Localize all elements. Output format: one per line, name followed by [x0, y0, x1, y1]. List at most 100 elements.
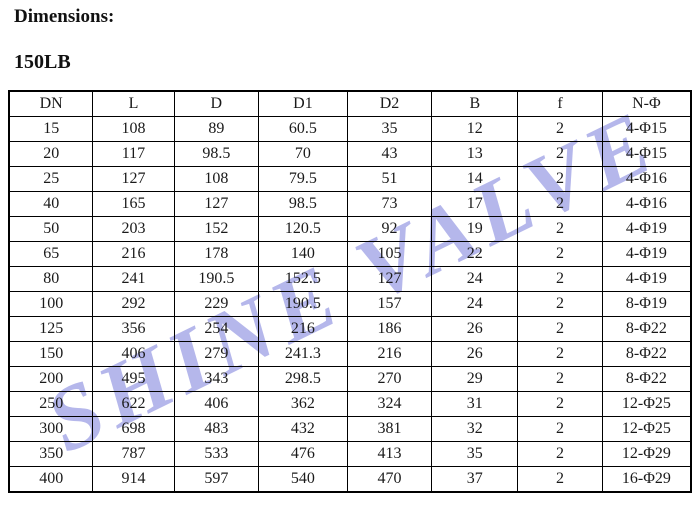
- page-title: Dimensions:: [14, 6, 115, 27]
- table-cell: 2: [517, 116, 603, 142]
- table-cell: 324: [346, 391, 433, 417]
- table-cell: 4-Φ16: [601, 166, 692, 192]
- table-cell: 89: [173, 116, 260, 142]
- table-cell: 79.5: [258, 166, 348, 192]
- table-cell: 4-Φ19: [601, 266, 692, 292]
- table-row: 200 495 343 298.5 270 29 2 8-Φ22: [8, 366, 692, 392]
- table-row: 350 787 533 476 413 35 2 12-Φ29: [8, 441, 692, 467]
- table-cell: 13: [431, 141, 519, 167]
- table-cell: 413: [346, 441, 433, 467]
- table-cell: 406: [92, 341, 175, 367]
- table-cell: 470: [346, 466, 433, 493]
- table-cell: 127: [346, 266, 433, 292]
- table-cell: 12: [431, 116, 519, 142]
- table-cell: 29: [431, 366, 519, 392]
- table-cell: 4-Φ15: [601, 141, 692, 167]
- table-cell: 127: [173, 191, 260, 217]
- table-cell: 483: [173, 416, 260, 442]
- table-cell: 350: [8, 441, 94, 467]
- table-cell: 200: [8, 366, 94, 392]
- table-cell: 698: [92, 416, 175, 442]
- table-row: 400 914 597 540 470 37 2 16-Φ29: [8, 466, 692, 493]
- column-header: L: [92, 90, 175, 117]
- table-cell: 60.5: [258, 116, 348, 142]
- table-cell: 51: [346, 166, 433, 192]
- table-row: 50 203 152 120.5 92 19 2 4-Φ19: [8, 216, 692, 242]
- table-cell: 216: [258, 316, 348, 342]
- table-cell: 254: [173, 316, 260, 342]
- table-cell: 2: [517, 416, 603, 442]
- table-cell: 2: [517, 141, 603, 167]
- table-cell: 26: [431, 316, 519, 342]
- table-cell: 165: [92, 191, 175, 217]
- table-cell: 2: [517, 241, 603, 267]
- column-header: D1: [258, 90, 348, 117]
- table-row: 150 406 279 241.3 216 26 2 8-Φ22: [8, 341, 692, 367]
- table-cell: 15: [8, 116, 94, 142]
- table-cell: 540: [258, 466, 348, 493]
- table-cell: 4-Φ15: [601, 116, 692, 142]
- table-cell: 37: [431, 466, 519, 493]
- column-header: f: [517, 90, 603, 117]
- table-cell: 292: [92, 291, 175, 317]
- table-cell: 178: [173, 241, 260, 267]
- table-cell: 105: [346, 241, 433, 267]
- table-cell: 117: [92, 141, 175, 167]
- column-header: DN: [8, 90, 94, 117]
- table-cell: 8-Φ22: [601, 316, 692, 342]
- table-cell: 432: [258, 416, 348, 442]
- table-cell: 19: [431, 216, 519, 242]
- table-cell: 787: [92, 441, 175, 467]
- table-cell: 914: [92, 466, 175, 493]
- table-cell: 125: [8, 316, 94, 342]
- table-cell: 32: [431, 416, 519, 442]
- table-cell: 300: [8, 416, 94, 442]
- table-row: 65 216 178 140 105 22 2 4-Φ19: [8, 241, 692, 267]
- table-cell: 65: [8, 241, 94, 267]
- table-cell: 2: [517, 366, 603, 392]
- table-cell: 190.5: [173, 266, 260, 292]
- table-cell: 381: [346, 416, 433, 442]
- table-cell: 2: [517, 191, 603, 217]
- table-cell: 152.5: [258, 266, 348, 292]
- table-cell: 108: [92, 116, 175, 142]
- table-cell: 2: [517, 341, 603, 367]
- table-cell: 50: [8, 216, 94, 242]
- table-cell: 406: [173, 391, 260, 417]
- table-cell: 229: [173, 291, 260, 317]
- table-body: 15 108 89 60.5 35 12 2 4-Φ15 20 117 98.5 70 43 13 2 4-Φ…: [8, 116, 692, 493]
- table-cell: 108: [173, 166, 260, 192]
- table-cell: 2: [517, 166, 603, 192]
- table-cell: 100: [8, 291, 94, 317]
- table-cell: 343: [173, 366, 260, 392]
- table-cell: 43: [346, 141, 433, 167]
- column-header: N-Φ: [601, 90, 692, 117]
- table-cell: 26: [431, 341, 519, 367]
- table-cell: 8-Φ22: [601, 341, 692, 367]
- table-cell: 203: [92, 216, 175, 242]
- table-cell: 24: [431, 266, 519, 292]
- table-cell: 241.3: [258, 341, 348, 367]
- column-header: D: [173, 90, 260, 117]
- table-cell: 2: [517, 466, 603, 493]
- table-cell: 2: [517, 216, 603, 242]
- table-cell: 400: [8, 466, 94, 493]
- table-cell: 157: [346, 291, 433, 317]
- table-cell: 73: [346, 191, 433, 217]
- table-cell: 12-Φ29: [601, 441, 692, 467]
- table-cell: 31: [431, 391, 519, 417]
- table-cell: 270: [346, 366, 433, 392]
- table-cell: 476: [258, 441, 348, 467]
- table-cell: 98.5: [173, 141, 260, 167]
- table-cell: 35: [346, 116, 433, 142]
- table-cell: 12-Φ25: [601, 391, 692, 417]
- table-cell: 14: [431, 166, 519, 192]
- table-cell: 241: [92, 266, 175, 292]
- table-cell: 12-Φ25: [601, 416, 692, 442]
- table-cell: 279: [173, 341, 260, 367]
- table-cell: 2: [517, 316, 603, 342]
- pressure-class-heading: 150LB: [14, 51, 71, 73]
